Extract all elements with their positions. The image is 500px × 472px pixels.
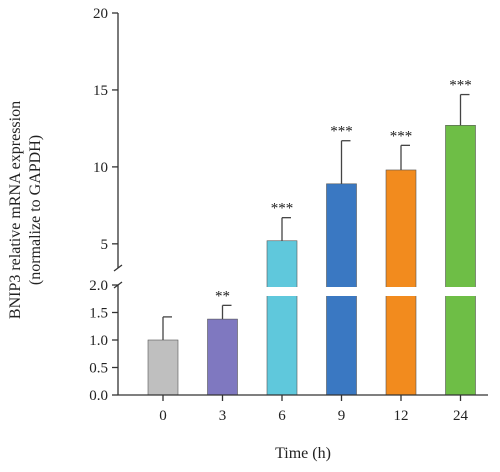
bar-break-band-6 [266,287,298,296]
significance-label-6: *** [271,201,294,217]
bars: ******** ****** [147,78,477,396]
y-axis-break-mark-upper [113,264,123,272]
bar-12 [385,169,417,396]
bar-break-band-9 [325,287,358,296]
significance-label-9: *** [330,124,353,140]
x-tick-label-24: 24 [453,408,469,424]
significance-label-3: ** [215,288,230,304]
bar-break-band-24 [444,287,477,296]
x-axis-title: Time (h) [275,445,331,462]
bar-break-band-12 [385,287,417,296]
bar-0 [147,339,179,396]
bar-24 [445,125,476,396]
y-tick-lower-2-0-label: 2.0 [89,278,108,294]
bar-6 [266,240,298,396]
x-tick-label-0: 0 [159,408,167,424]
y-tick-upper-10-label: 10 [93,160,108,176]
x-tick-label-6: 6 [278,408,286,424]
y-axis-title-line-2: (normalize to GAPDH) [27,135,44,285]
y-tick-upper-20-label: 20 [93,6,108,22]
axes: 0 3 6 9 12 24 0.0 0.5 1.0 1.5 2.0 5 10 15 20 [89,6,488,424]
y-tick-upper-5-label: 5 [101,237,109,253]
y-axis-title-line-1: BNIP3 relative mRNA expression [7,101,24,319]
x-tick-label-9: 9 [338,408,346,424]
x-tick-label-3: 3 [219,408,227,424]
y-tick-lower-0-0-label: 0.0 [89,388,108,404]
significance-label-24: *** [449,78,472,94]
y-tick-lower-0-5-label: 0.5 [89,361,108,377]
bar-3 [207,318,238,396]
y-tick-lower-1-0-label: 1.0 [89,333,108,349]
significance-label-12: *** [390,128,413,144]
x-tick-label-12: 12 [394,408,409,424]
y-tick-upper-15-label: 15 [93,83,108,99]
y-tick-lower-1-5-label: 1.5 [89,306,108,322]
